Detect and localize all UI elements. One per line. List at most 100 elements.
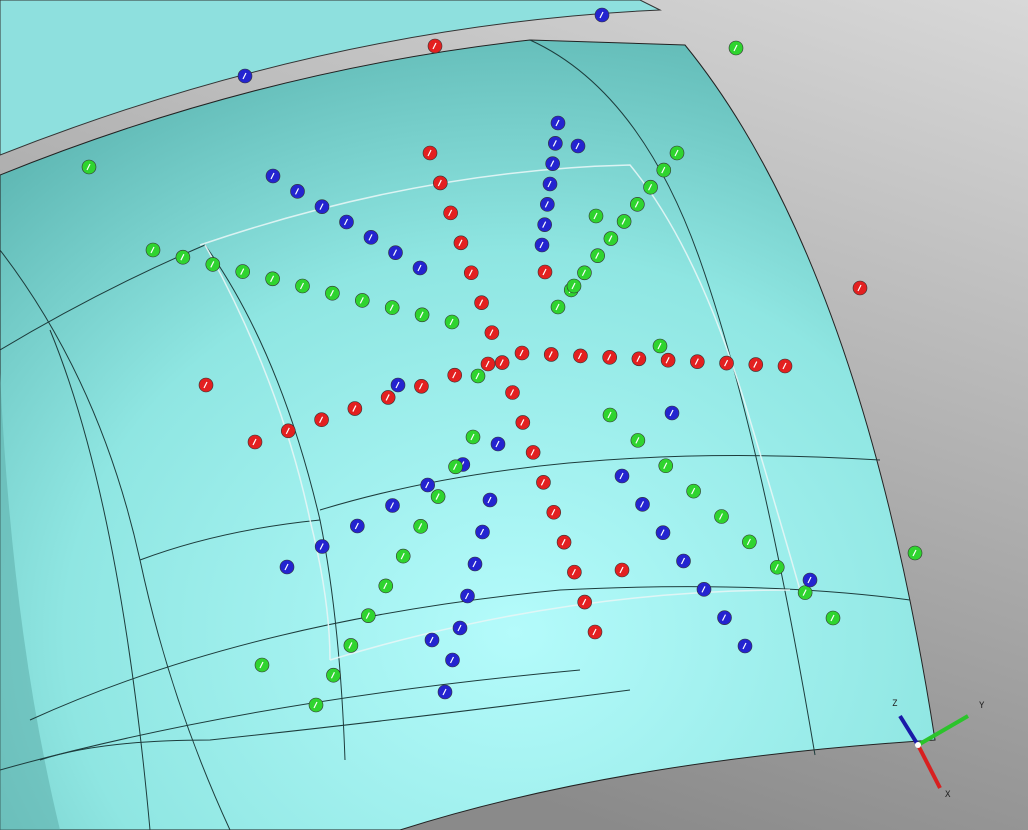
point-highlight: [352, 405, 357, 412]
point-highlight: [669, 409, 674, 417]
point-highlight: [592, 628, 597, 636]
point-highlight: [636, 355, 641, 363]
x-label: X: [945, 790, 951, 800]
point-highlight: [694, 358, 699, 365]
point-highlight: [571, 282, 576, 290]
point-highlight: [680, 557, 686, 565]
point-highlight: [435, 493, 440, 500]
point-highlight: [547, 180, 552, 188]
point-highlight: [634, 201, 639, 208]
point-highlight: [383, 582, 388, 590]
point-highlight: [542, 268, 547, 276]
point-highlight: [242, 72, 247, 80]
point-highlight: [418, 523, 423, 530]
origin: [915, 742, 921, 748]
point-highlight: [475, 372, 480, 380]
point-highlight: [575, 142, 580, 150]
point-highlight: [520, 419, 525, 426]
point-highlight: [180, 253, 185, 261]
point-highlight: [753, 361, 758, 368]
point-highlight: [746, 538, 751, 546]
point-highlight: [457, 624, 462, 632]
point-highlight: [389, 304, 394, 311]
point-highlight: [561, 538, 566, 546]
point-highlight: [464, 592, 470, 600]
point-highlight: [582, 598, 587, 606]
point-highlight: [449, 656, 455, 664]
surface-edges: [0, 39, 911, 830]
point-highlight: [313, 701, 318, 709]
point-highlight: [782, 362, 787, 370]
point-highlight: [509, 389, 515, 396]
point-highlight: [489, 329, 494, 336]
point-highlight: [453, 463, 458, 471]
point-highlight: [319, 203, 324, 210]
point-highlight: [437, 179, 442, 187]
point-highlight: [552, 140, 557, 147]
point-highlight: [608, 235, 613, 242]
x-axis: [916, 744, 942, 789]
point-highlight: [571, 568, 576, 576]
point-highlight: [479, 299, 484, 306]
point-highlight: [368, 234, 373, 241]
point-highlight: [619, 566, 624, 574]
point-highlight: [86, 163, 91, 171]
point-highlight: [551, 508, 556, 516]
point-highlight: [270, 172, 275, 180]
point-highlight: [912, 549, 917, 557]
point-highlight: [599, 11, 604, 19]
point-highlight: [595, 252, 600, 259]
point-highlight: [470, 433, 475, 441]
point-highlight: [540, 479, 545, 486]
point-highlight: [468, 269, 473, 277]
point-highlight: [270, 275, 275, 283]
point-highlight: [240, 268, 245, 275]
point-highlight: [150, 246, 155, 254]
point-highlight: [299, 282, 305, 290]
point-highlight: [472, 560, 477, 568]
point-highlight: [294, 188, 300, 195]
point-highlight: [661, 166, 666, 174]
point-highlight: [607, 411, 612, 419]
point-highlight: [663, 462, 668, 470]
point-highlight: [442, 688, 447, 696]
point-highlight: [691, 487, 696, 495]
point-highlight: [259, 661, 264, 669]
point-highlight: [544, 201, 549, 208]
point-highlight: [417, 264, 422, 272]
point-highlight: [733, 44, 738, 52]
point-highlight: [395, 381, 400, 389]
point-highlight: [203, 381, 208, 389]
point-highlight: [359, 297, 364, 304]
point-highlight: [635, 437, 640, 444]
point-highlight: [577, 352, 582, 360]
point-highlight: [660, 529, 665, 536]
point-highlight: [550, 160, 555, 167]
point-highlight: [607, 354, 612, 361]
point-highlight: [343, 218, 349, 226]
point-highlight: [425, 481, 430, 489]
point-highlight: [593, 212, 598, 220]
point-highlight: [665, 356, 670, 364]
point-highlight: [619, 472, 624, 480]
point-highlight: [721, 614, 727, 621]
point-highlight: [530, 449, 535, 456]
y-axis: [916, 714, 970, 747]
sketch-lines: [199, 164, 801, 661]
point-highlight: [330, 671, 335, 679]
surface-shade: [0, 0, 60, 830]
point-highlight: [458, 239, 463, 247]
point-highlight: [319, 416, 324, 423]
point-highlight: [429, 636, 434, 644]
point-highlight: [432, 42, 437, 50]
point-highlight: [400, 552, 405, 560]
point-highlight: [487, 496, 492, 504]
point-highlight: [542, 221, 547, 228]
point-highlight: [830, 614, 835, 622]
z-axis: [898, 714, 920, 747]
point-highlight: [252, 438, 257, 446]
point-highlight: [319, 543, 324, 550]
point-highlight: [724, 359, 729, 367]
point-highlight: [449, 318, 454, 326]
